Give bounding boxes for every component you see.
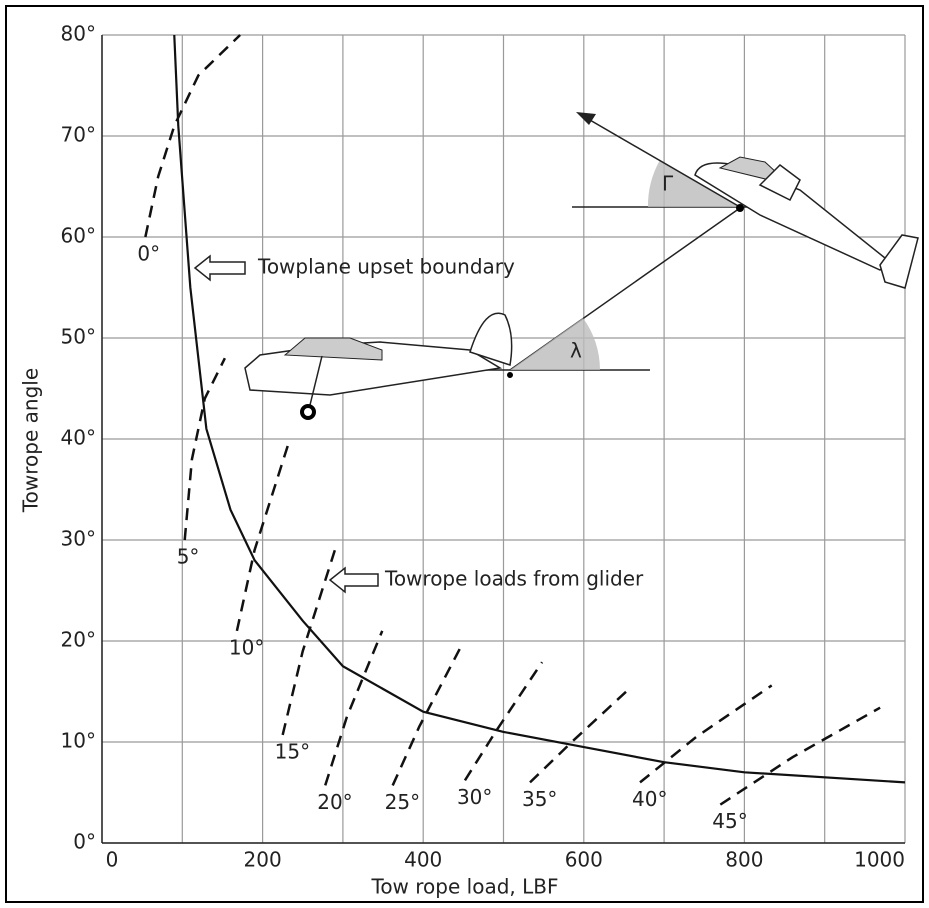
x-tick-label: 600 xyxy=(565,848,603,872)
y-tick-label: 60° xyxy=(61,224,96,248)
illustration xyxy=(193,112,919,594)
angle-label: Γ xyxy=(662,172,674,196)
glider-load-curve xyxy=(719,706,881,806)
frame xyxy=(5,5,924,903)
curve-label: 20° xyxy=(317,790,352,814)
grid xyxy=(101,34,906,844)
y-tick-label: 50° xyxy=(61,325,96,349)
angle-label: λ xyxy=(570,339,582,363)
curve-label: 45° xyxy=(712,809,747,833)
x-tick-label: 1000 xyxy=(854,848,905,872)
curve-label: 30° xyxy=(457,785,492,809)
curve-label: 40° xyxy=(632,787,667,811)
curve-label: 0° xyxy=(137,242,160,266)
x-tick-label: 800 xyxy=(725,848,763,872)
y-axis-label: Towrope angle xyxy=(19,368,43,513)
y-tick-label: 0° xyxy=(73,830,96,854)
curve-label: 35° xyxy=(522,787,557,811)
boundary-curve xyxy=(173,34,906,784)
glider-load-curve xyxy=(144,34,241,238)
x-tick-label: 400 xyxy=(404,848,442,872)
glider-load-curve xyxy=(391,644,463,786)
glider-load-curve xyxy=(183,357,226,541)
glider-load-curve xyxy=(235,438,292,632)
y-tick-label: 80° xyxy=(61,22,96,46)
x-tick-label: 200 xyxy=(244,848,282,872)
x-axis-label: Tow rope load, LBF xyxy=(371,875,559,899)
glider-load-curve xyxy=(529,687,631,784)
y-tick-label: 40° xyxy=(61,426,96,450)
glider-load-curve xyxy=(639,684,773,784)
y-tick-label: 20° xyxy=(61,628,96,652)
boundary-label: Towplane upset boundary xyxy=(257,255,515,279)
annotation: Towrope loads from glider xyxy=(384,567,644,591)
x-tick-label: 0 xyxy=(106,848,119,872)
y-tick-label: 70° xyxy=(61,123,96,147)
curve-label: 10° xyxy=(229,635,264,659)
curve-label: 5° xyxy=(177,545,200,569)
y-tick-label: 10° xyxy=(61,729,96,753)
curve-label: 25° xyxy=(385,790,420,814)
y-tick-label: 30° xyxy=(61,527,96,551)
glider-load-curve xyxy=(324,630,384,786)
glider-load-curve xyxy=(281,549,337,736)
curve-label: 15° xyxy=(275,739,310,763)
